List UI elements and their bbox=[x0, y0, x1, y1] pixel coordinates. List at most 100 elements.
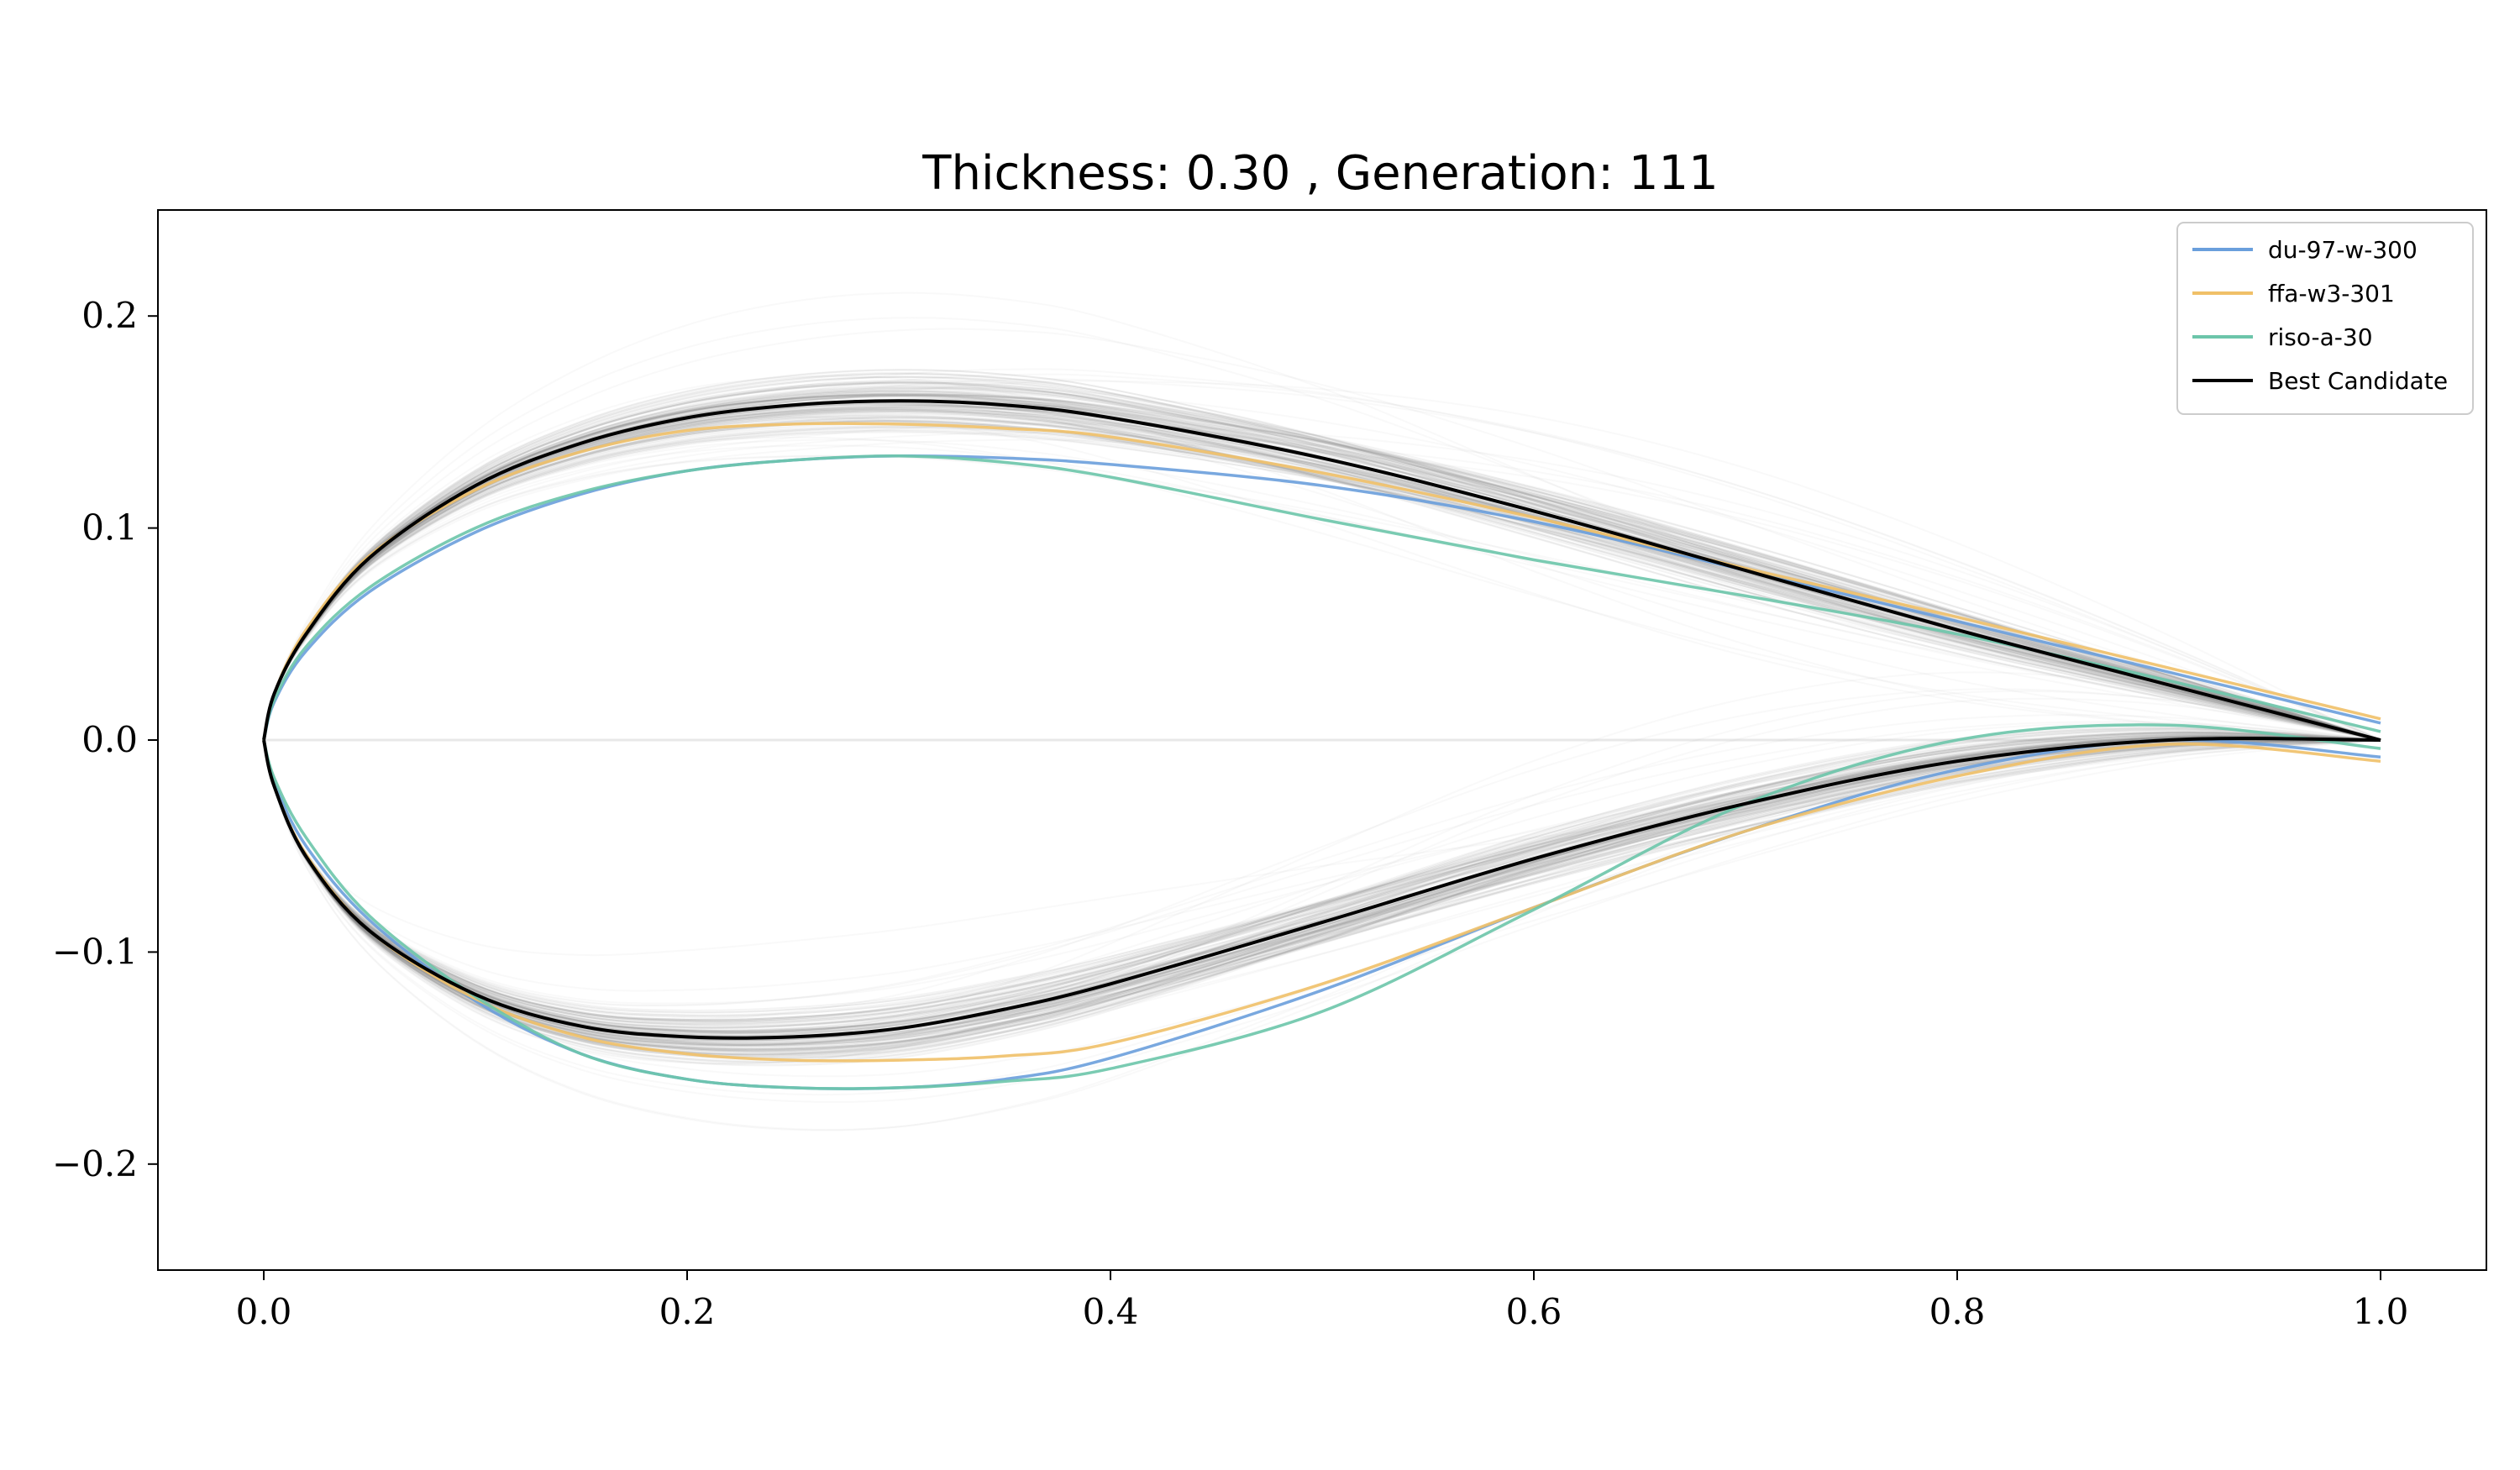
population-curve bbox=[263, 404, 2381, 741]
population-curve bbox=[263, 738, 2381, 1033]
population-curve bbox=[263, 735, 2381, 1057]
population-curve bbox=[263, 739, 2381, 1032]
population-curve bbox=[263, 379, 2381, 741]
y-tick-label: −0.2 bbox=[52, 1143, 138, 1184]
population-curve bbox=[263, 369, 2381, 741]
population-curve bbox=[263, 734, 2381, 1066]
population-curve bbox=[263, 410, 2381, 741]
x-tick-label: 0.8 bbox=[1929, 1291, 1986, 1332]
population-curve bbox=[263, 738, 2381, 1059]
population-curve bbox=[263, 380, 2381, 741]
population-curve bbox=[263, 735, 2381, 1057]
population-curve bbox=[263, 385, 2381, 741]
population-curve bbox=[263, 394, 2381, 741]
population-curve bbox=[263, 738, 2381, 1060]
x-tick-label: 0.6 bbox=[1506, 1291, 1562, 1332]
population-curve bbox=[263, 721, 2381, 1006]
population-curve bbox=[263, 738, 2381, 1032]
population-curve bbox=[263, 736, 2381, 1047]
population-curve bbox=[263, 733, 2381, 1032]
population-curve bbox=[263, 671, 2381, 1042]
population-curve bbox=[263, 375, 2381, 741]
population-curve bbox=[263, 733, 2381, 1056]
population-curve bbox=[263, 408, 2381, 741]
population-curve bbox=[263, 739, 2381, 1033]
legend: du-97-w-300 ffa-w3-301 riso-a-30 Best Candi… bbox=[2176, 222, 2474, 415]
population-curve bbox=[263, 397, 2381, 741]
legend-label: riso-a-30 bbox=[2268, 323, 2373, 351]
series-du-97-w-300-upper bbox=[262, 454, 2381, 741]
population-curve bbox=[263, 731, 2381, 1029]
legend-label: Best Candidate bbox=[2268, 367, 2448, 395]
population-curve bbox=[263, 420, 2381, 741]
population-curve bbox=[263, 739, 2381, 1050]
population-curve bbox=[263, 738, 2381, 1056]
population-curve bbox=[263, 381, 2381, 741]
x-tick-label: 0.0 bbox=[236, 1291, 292, 1332]
population-curve bbox=[263, 414, 2381, 741]
population-curve bbox=[263, 735, 2381, 1029]
population-curve bbox=[263, 401, 2381, 741]
population-curve bbox=[263, 727, 2381, 1056]
population-curve bbox=[263, 739, 2381, 1054]
population-curve bbox=[263, 423, 2381, 741]
population-curve bbox=[263, 736, 2381, 1052]
population-curve bbox=[263, 417, 2381, 741]
population-curve bbox=[263, 739, 2381, 957]
population-curve bbox=[263, 438, 2381, 741]
population-curve bbox=[263, 427, 2381, 741]
population-curve bbox=[263, 386, 2381, 741]
population-curve bbox=[263, 416, 2381, 741]
series-best-candidate-lower bbox=[262, 737, 2381, 1040]
population-curve bbox=[263, 733, 2381, 1058]
series-best-candidate-upper bbox=[262, 399, 2381, 742]
population-curve bbox=[263, 406, 2381, 741]
population-curve bbox=[263, 394, 2381, 741]
population-curve bbox=[263, 738, 2381, 1058]
population-curve bbox=[263, 454, 2381, 741]
population-curve bbox=[263, 731, 2381, 1032]
series-riso-a-30-upper bbox=[262, 454, 2381, 741]
population-curve bbox=[263, 390, 2381, 741]
population-curve bbox=[263, 375, 2381, 741]
population-curve bbox=[263, 420, 2381, 741]
y-tick-label: 0.2 bbox=[81, 295, 138, 336]
population-curve bbox=[263, 438, 2381, 741]
population-curve bbox=[263, 739, 2381, 1053]
y-tick-label: 0.1 bbox=[81, 507, 138, 549]
population-curve bbox=[263, 738, 2381, 992]
population-curve bbox=[263, 738, 2381, 1052]
population-curve bbox=[263, 386, 2381, 741]
series-layer bbox=[262, 399, 2381, 1090]
population-curve bbox=[263, 739, 2381, 1078]
population-curve bbox=[263, 394, 2381, 741]
population-curve bbox=[263, 690, 2381, 1065]
x-tick-label: 1.0 bbox=[2353, 1291, 2409, 1332]
population-curve bbox=[263, 405, 2381, 741]
population-curve bbox=[263, 410, 2381, 741]
population-curve bbox=[263, 736, 2381, 1053]
population-curve bbox=[263, 739, 2381, 1034]
population-curve bbox=[263, 736, 2381, 1131]
population-curve bbox=[263, 734, 2381, 1053]
population-curve bbox=[263, 291, 2381, 741]
population-curve bbox=[263, 394, 2381, 741]
population-curve bbox=[263, 739, 2381, 1096]
population-curve bbox=[263, 739, 2381, 1050]
population-curve bbox=[263, 426, 2381, 741]
population-curve bbox=[263, 731, 2381, 1051]
population-curve bbox=[263, 738, 2381, 1052]
population-curve bbox=[263, 731, 2381, 1050]
population-curve bbox=[263, 409, 2381, 741]
population-curve bbox=[263, 419, 2381, 741]
population-curve bbox=[263, 735, 2381, 1055]
x-tick-label: 0.4 bbox=[1083, 1291, 1139, 1332]
population-curve bbox=[263, 404, 2381, 741]
population-curve bbox=[263, 738, 2381, 1059]
legend-label: ffa-w3-301 bbox=[2268, 280, 2395, 307]
population-curve bbox=[263, 432, 2381, 741]
population-curve bbox=[263, 328, 2381, 741]
population-curve bbox=[263, 419, 2381, 741]
series-du-97-w-300-lower bbox=[262, 738, 2381, 1090]
